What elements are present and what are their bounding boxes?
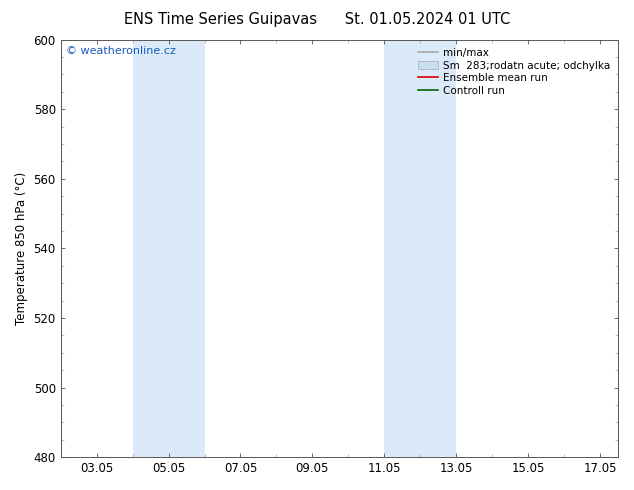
Text: © weatheronline.cz: © weatheronline.cz — [66, 46, 176, 56]
Text: ENS Time Series Guipavas      St. 01.05.2024 01 UTC: ENS Time Series Guipavas St. 01.05.2024 … — [124, 12, 510, 27]
Bar — [384, 40, 456, 457]
Legend: min/max, Sm  283;rodatn acute; odchylka, Ensemble mean run, Controll run: min/max, Sm 283;rodatn acute; odchylka, … — [415, 45, 613, 99]
Bar — [133, 40, 205, 457]
Y-axis label: Temperature 850 hPa (°C): Temperature 850 hPa (°C) — [15, 172, 28, 325]
